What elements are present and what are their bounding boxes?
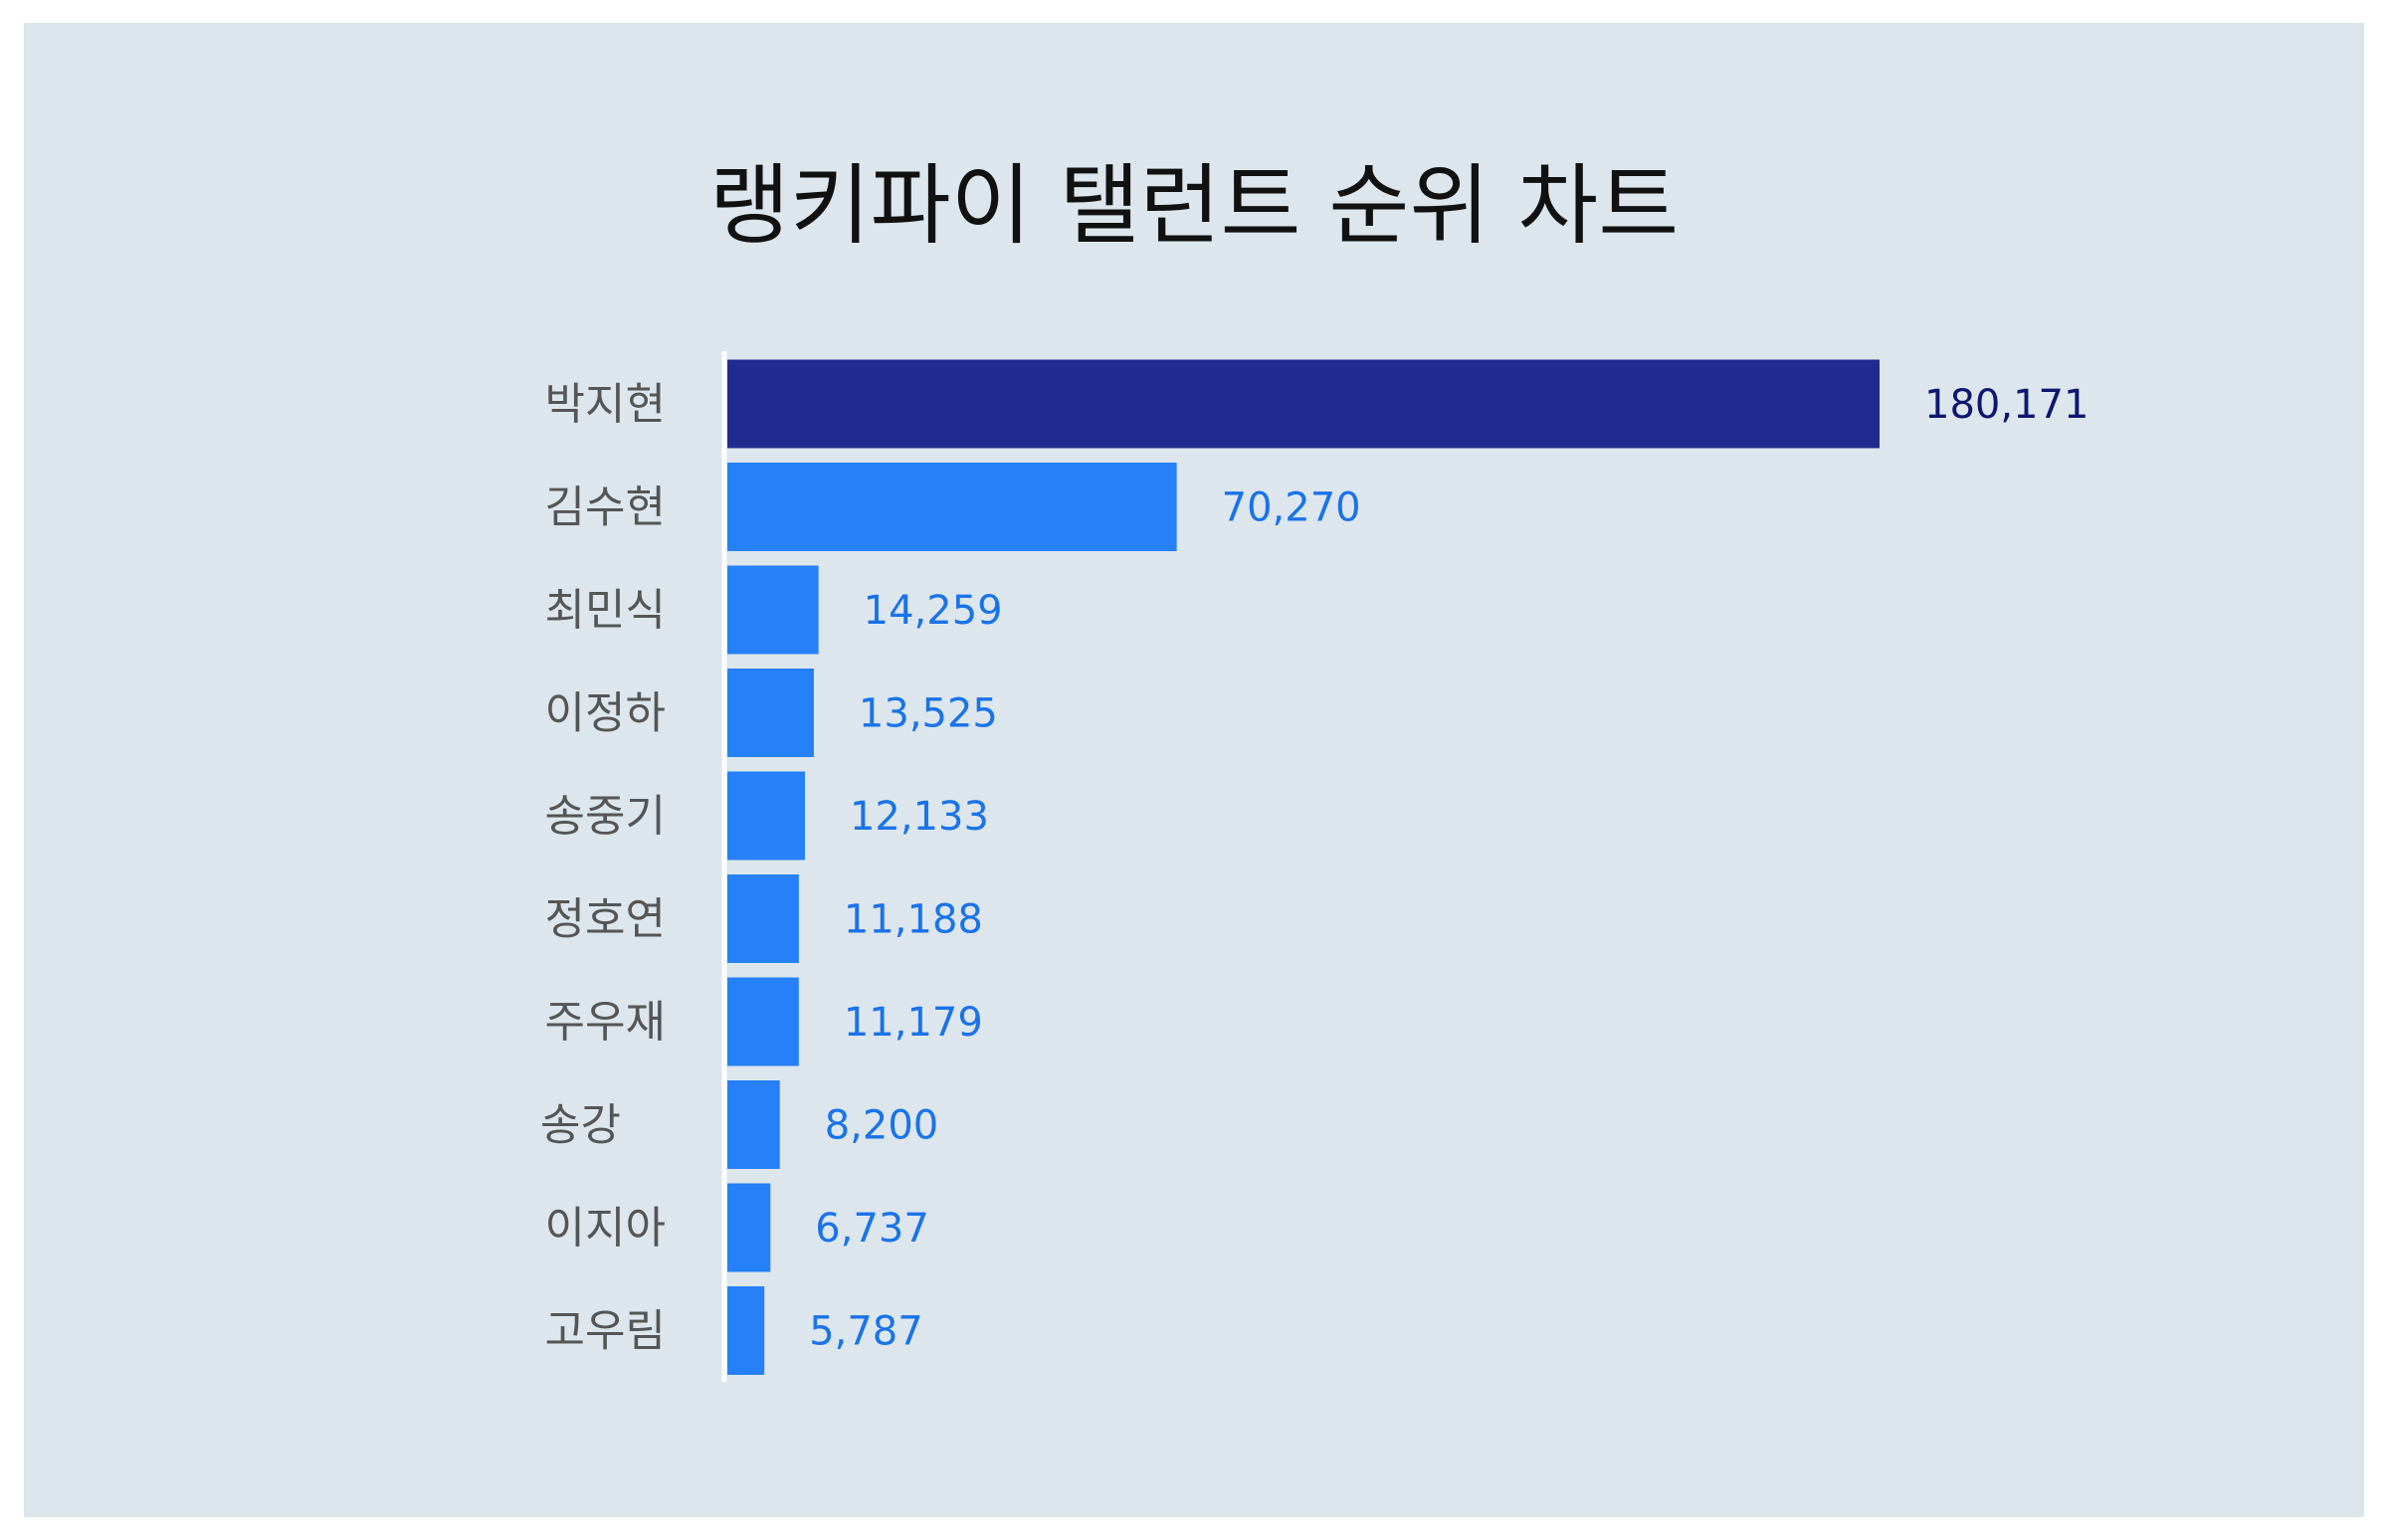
bar-10 [727, 1286, 765, 1375]
bar-5 [727, 771, 805, 861]
bar-7 [727, 977, 799, 1066]
category-label: 이정하 [545, 688, 666, 739]
category-label: 고우림 [545, 1306, 666, 1357]
bar-9 [727, 1183, 771, 1272]
bar-2 [727, 463, 1177, 551]
category-label: 이지아 [545, 1203, 666, 1253]
value-label: 8,200 [825, 1103, 939, 1149]
value-label: 11,179 [844, 1000, 983, 1046]
value-label: 6,737 [815, 1206, 929, 1251]
value-label: 180,171 [1924, 382, 2089, 428]
bar-4 [727, 669, 814, 757]
category-label: 주우재 [545, 997, 666, 1048]
value-label: 12,133 [850, 794, 989, 840]
chart-panel: 랭키파이 탤런트 순위 차트 박지현 180,171 김수현 70,270 최민식 14,… [24, 23, 2364, 1517]
category-label: 박지현 [545, 379, 666, 430]
value-label: 5,787 [809, 1309, 923, 1355]
bar-3 [727, 565, 819, 655]
bar-6 [727, 874, 799, 963]
value-label: 14,259 [864, 588, 1003, 634]
chart-title: 랭키파이 탤런트 순위 차트 [708, 154, 1680, 257]
category-label: 최민식 [545, 585, 666, 636]
bar-chart: 박지현 180,171 김수현 70,270 최민식 14,259 이정하 13,525 송중기… [540, 351, 2089, 1382]
bar-8 [727, 1080, 780, 1169]
category-label: 김수현 [545, 482, 666, 533]
category-label: 송중기 [545, 791, 666, 842]
value-label: 70,270 [1222, 485, 1361, 531]
category-label: 정호연 [545, 894, 666, 945]
value-label: 11,188 [844, 897, 983, 943]
category-label: 송강 [540, 1100, 621, 1151]
value-label: 13,525 [859, 691, 998, 737]
bar-1 [727, 359, 1880, 449]
